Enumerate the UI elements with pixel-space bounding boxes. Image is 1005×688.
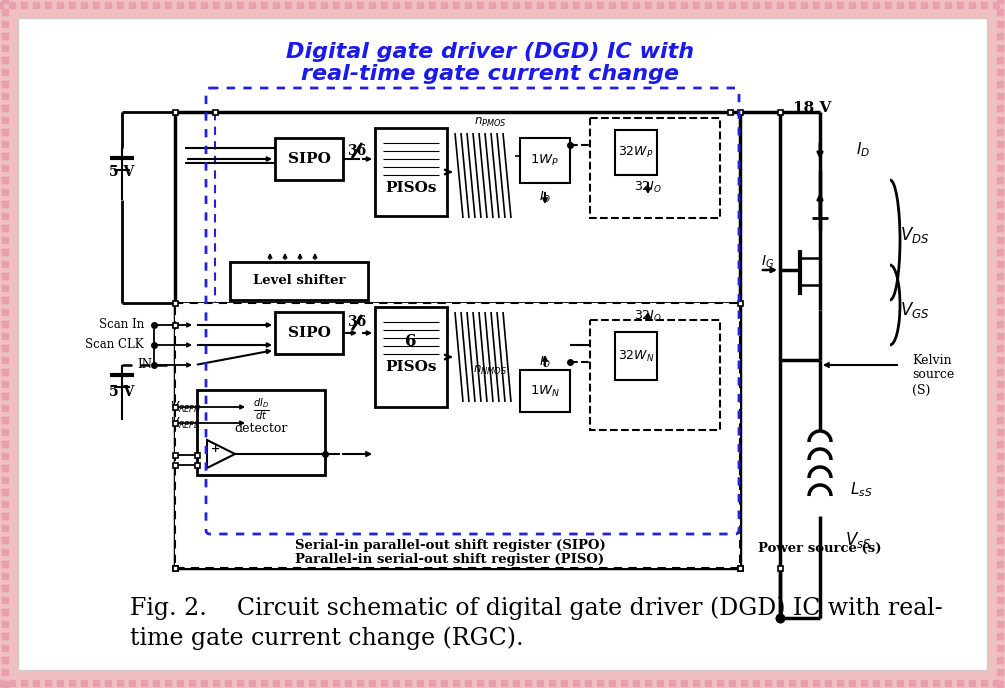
Bar [738,566,743,570]
Bar [173,323,178,327]
Text: 18 V: 18 V [793,101,831,115]
Text: $1W_N$: $1W_N$ [530,383,560,398]
Bar [173,109,178,114]
Text: SIPO: SIPO [287,152,331,166]
Text: $I_O$: $I_O$ [539,189,551,204]
Text: $V_{REFL}$: $V_{REFL}$ [170,416,200,431]
Bar [520,138,570,183]
Text: $n_{NMOS}$: $n_{NMOS}$ [473,363,508,376]
Bar [615,130,657,175]
Text: +: + [210,444,220,455]
Bar [173,566,178,570]
Bar [173,420,178,425]
Bar [197,390,325,475]
Text: $\frac{dI_D}{dt}$: $\frac{dI_D}{dt}$ [252,397,269,423]
Text: $V_{GS}$: $V_{GS}$ [900,300,930,320]
Text: 6: 6 [405,334,417,350]
Text: Parallel-in serial-out shift register (PISO): Parallel-in serial-out shift register (P… [295,554,605,566]
Text: $I_O$: $I_O$ [539,354,551,369]
Bar [173,462,178,468]
Bar [275,312,343,354]
Text: $I_G$: $I_G$ [761,254,774,270]
Bar [738,566,743,570]
Text: Digital gate driver (DGD) IC with: Digital gate driver (DGD) IC with [286,42,694,62]
Polygon shape [207,440,235,468]
Text: $32I_O$: $32I_O$ [634,308,662,323]
Text: $32W_P$: $32W_P$ [618,145,654,160]
Bar [375,128,447,216]
Text: $1W_P$: $1W_P$ [531,153,560,168]
Text: 36: 36 [348,144,367,158]
Text: IN: IN [137,358,152,372]
Text: 5 V: 5 V [110,165,135,179]
Text: $V_{sS}$: $V_{sS}$ [845,530,871,550]
Bar [195,453,200,458]
Text: Serial-in parallel-out shift register (SIPO): Serial-in parallel-out shift register (S… [294,539,605,552]
Bar [728,109,733,114]
Text: real-time gate current change: real-time gate current change [300,64,679,84]
Text: detector: detector [234,422,287,435]
Text: $V_{DS}$: $V_{DS}$ [900,225,930,245]
Bar [173,301,178,305]
Bar [173,405,178,409]
Text: $32I_O$: $32I_O$ [634,180,662,195]
Text: $n_{PMOS}$: $n_{PMOS}$ [473,116,507,129]
Text: $32W_N$: $32W_N$ [618,348,654,363]
Text: 36: 36 [348,315,367,329]
Bar [778,109,783,114]
Bar [230,262,368,300]
Text: $V_{REFH}$: $V_{REFH}$ [170,400,202,415]
Bar [375,307,447,407]
Text: Scan In: Scan In [98,319,144,332]
Bar [173,566,178,570]
Bar [195,462,200,468]
Text: Power source (s): Power source (s) [758,541,881,555]
Text: PISOs: PISOs [385,181,437,195]
Text: time gate current change (RGC).: time gate current change (RGC). [130,626,524,649]
Text: 5 V: 5 V [110,385,135,399]
Bar [590,320,720,430]
Text: SIPO: SIPO [287,326,331,340]
Bar [778,566,783,570]
Text: $L_{sS}$: $L_{sS}$ [850,481,872,499]
Bar [520,370,570,412]
Text: Scan CLK: Scan CLK [85,338,144,352]
Text: $I_D$: $I_D$ [856,140,870,160]
Text: Fig. 2.    Circuit schematic of digital gate driver (DGD) IC with real-: Fig. 2. Circuit schematic of digital gat… [130,596,943,620]
Bar [738,109,743,114]
Bar [212,109,217,114]
Bar [275,138,343,180]
Bar [615,332,657,380]
Text: Kelvin
source
(S): Kelvin source (S) [912,354,955,396]
Bar [173,453,178,458]
Text: Level shifter: Level shifter [252,275,346,288]
Bar [175,303,740,568]
Text: PISOs: PISOs [385,360,437,374]
Bar [738,301,743,305]
Bar [590,118,720,218]
